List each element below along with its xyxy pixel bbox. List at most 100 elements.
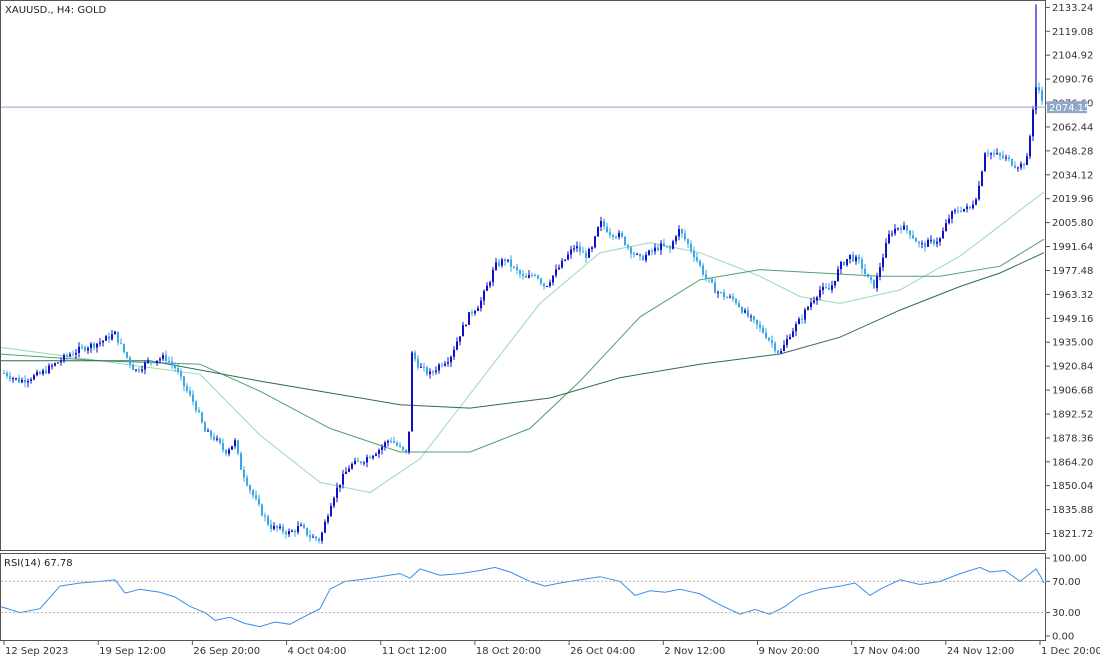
candle-body [618, 232, 620, 238]
candle-body [33, 375, 35, 380]
candle-body [297, 525, 299, 533]
candle-body [987, 153, 989, 155]
candle-body [690, 243, 692, 251]
candle-body [300, 524, 302, 526]
candle-body [207, 430, 209, 432]
candle-body [972, 204, 974, 209]
candle-body [189, 390, 191, 395]
candle-body [363, 462, 365, 464]
candle-body [624, 236, 626, 246]
candle-body [477, 308, 479, 312]
candle-body [738, 303, 740, 308]
candle-body [798, 319, 800, 325]
candle-body [669, 246, 671, 249]
candle-body [780, 350, 782, 354]
candle-body [642, 256, 644, 261]
candle-body [408, 431, 410, 452]
candle-body [996, 153, 998, 155]
candle-body [162, 355, 164, 359]
time-tick-label: 11 Oct 12:00 [382, 646, 447, 657]
candle-body [702, 265, 704, 275]
rsi-tick-label: 70.00 [1052, 577, 1081, 588]
candle-body [978, 185, 980, 200]
candle-body [96, 343, 98, 348]
price-tick-label: 2119.08 [1052, 27, 1093, 38]
moving-averages [1, 191, 1045, 494]
candle-body [54, 363, 56, 366]
candle-body [954, 210, 956, 212]
candle-body [687, 239, 689, 244]
candle-body [213, 436, 215, 440]
candle-body [945, 223, 947, 231]
candle-body [843, 262, 845, 266]
time-tick-label: 1 Dec 20:00 [1041, 646, 1100, 657]
candle-body [312, 536, 314, 538]
candle-body [735, 299, 737, 304]
candle-body [234, 440, 236, 447]
candle-body [810, 302, 812, 308]
time-tick-label: 9 Nov 20:00 [758, 646, 819, 657]
candle-body [1032, 109, 1034, 137]
candle-body [447, 362, 449, 364]
candle-body [387, 440, 389, 443]
candle-body [192, 394, 194, 402]
candle-body [636, 253, 638, 255]
candle-body [666, 246, 668, 248]
candle-body [279, 526, 281, 529]
candle-body [867, 273, 869, 278]
candle-body [159, 358, 161, 361]
candle-body [876, 276, 878, 289]
candle-body [480, 300, 482, 309]
candle-body [573, 248, 575, 250]
candle-body [27, 380, 29, 383]
price-tick-label: 2005.80 [1052, 218, 1093, 229]
candle-body [585, 252, 587, 258]
moving-average-line [1, 252, 1045, 409]
current-price-box [1047, 101, 1087, 114]
price-tick-label: 2019.96 [1052, 194, 1093, 205]
candle-body [894, 228, 896, 234]
candle-body [1041, 90, 1043, 101]
candle-body [465, 324, 467, 326]
candle-body [6, 373, 8, 377]
price-tick-label: 2062.44 [1052, 122, 1093, 133]
candle-body [786, 338, 788, 345]
candle-body [3, 372, 5, 374]
candle-body [858, 256, 860, 260]
candle-body [87, 348, 89, 351]
candle-body [72, 354, 74, 356]
candle-body [147, 360, 149, 363]
candle-body [180, 371, 182, 377]
candle-body [327, 516, 329, 522]
candle-body [507, 259, 509, 262]
candle-body [489, 282, 491, 286]
candle-body [177, 368, 179, 372]
price-tick-label: 1850.04 [1052, 481, 1093, 492]
time-tick-label: 12 Sep 2023 [5, 646, 68, 657]
candle-body [126, 352, 128, 358]
candle-body [525, 276, 527, 278]
candle-body [534, 275, 536, 277]
candle-body [597, 227, 599, 237]
candle-body [960, 211, 962, 213]
price-tick-label: 1835.88 [1052, 505, 1093, 516]
candle-body [729, 296, 731, 298]
candle-body [204, 422, 206, 432]
candle-body [426, 367, 428, 375]
candle-body [264, 515, 266, 517]
candle-body [285, 531, 287, 535]
candle-body [531, 275, 533, 277]
candle-body [102, 340, 104, 343]
candle-body [75, 352, 77, 355]
candle-body [558, 267, 560, 270]
candle-body [990, 153, 992, 155]
candle-body [852, 254, 854, 262]
candle-body [303, 524, 305, 528]
candle-body [510, 259, 512, 267]
price-tick-label: 2104.92 [1052, 51, 1093, 62]
candle-body [882, 257, 884, 268]
candle-body [993, 153, 995, 155]
candle-body [216, 438, 218, 440]
candle-body [249, 485, 251, 491]
